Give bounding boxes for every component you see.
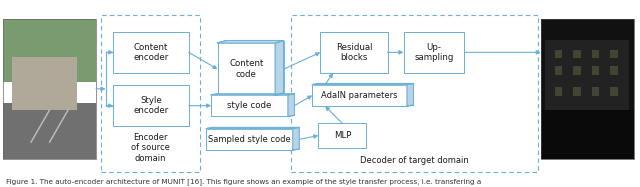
Bar [113, 32, 189, 73]
Text: style code: style code [227, 101, 272, 110]
Bar [573, 87, 580, 96]
Polygon shape [407, 84, 413, 106]
Text: Figure 1. The auto-encoder architecture of MUNIT [16]. This figure shows an exam: Figure 1. The auto-encoder architecture … [6, 178, 482, 185]
Bar [592, 66, 599, 75]
Bar [555, 66, 562, 75]
Bar [404, 32, 465, 73]
Bar [573, 66, 580, 75]
Bar [555, 87, 562, 96]
Bar [218, 43, 275, 95]
Polygon shape [206, 128, 300, 129]
Bar [291, 15, 538, 172]
Bar [573, 50, 580, 58]
Bar [3, 19, 96, 82]
Bar [541, 19, 634, 159]
Polygon shape [275, 41, 284, 95]
Bar [206, 129, 293, 150]
Text: AdaIN parameters: AdaIN parameters [321, 91, 398, 100]
Text: Sampled style code: Sampled style code [208, 135, 291, 144]
Text: Content
encoder: Content encoder [133, 43, 169, 62]
Polygon shape [312, 84, 413, 85]
Bar [3, 19, 96, 159]
Polygon shape [211, 94, 294, 95]
Bar [3, 103, 96, 159]
Bar [611, 87, 618, 96]
Text: Encoder
of source
domain: Encoder of source domain [131, 133, 170, 163]
Bar [541, 19, 634, 159]
Text: Style
encoder: Style encoder [133, 96, 169, 115]
Bar [321, 32, 388, 73]
Bar [592, 50, 599, 58]
Text: Up-
sampling: Up- sampling [414, 43, 454, 62]
Bar [211, 95, 288, 116]
Bar [218, 94, 294, 115]
Bar [541, 110, 634, 159]
Text: MLP: MLP [333, 131, 351, 140]
Bar [611, 50, 618, 58]
Polygon shape [218, 41, 284, 43]
Text: Content
code: Content code [229, 59, 264, 79]
Bar [319, 84, 413, 105]
Bar [212, 128, 300, 149]
Bar [611, 66, 618, 75]
Bar [101, 15, 200, 172]
Polygon shape [288, 94, 294, 116]
Text: Residual
blocks: Residual blocks [335, 43, 372, 62]
Bar [545, 40, 629, 117]
Bar [555, 50, 562, 58]
Bar [312, 85, 407, 106]
Bar [226, 41, 284, 93]
Polygon shape [293, 128, 300, 150]
Bar [13, 56, 77, 110]
Bar [592, 87, 599, 96]
Bar [319, 123, 366, 148]
Text: Decoder of target domain: Decoder of target domain [360, 156, 468, 165]
Bar [113, 85, 189, 126]
